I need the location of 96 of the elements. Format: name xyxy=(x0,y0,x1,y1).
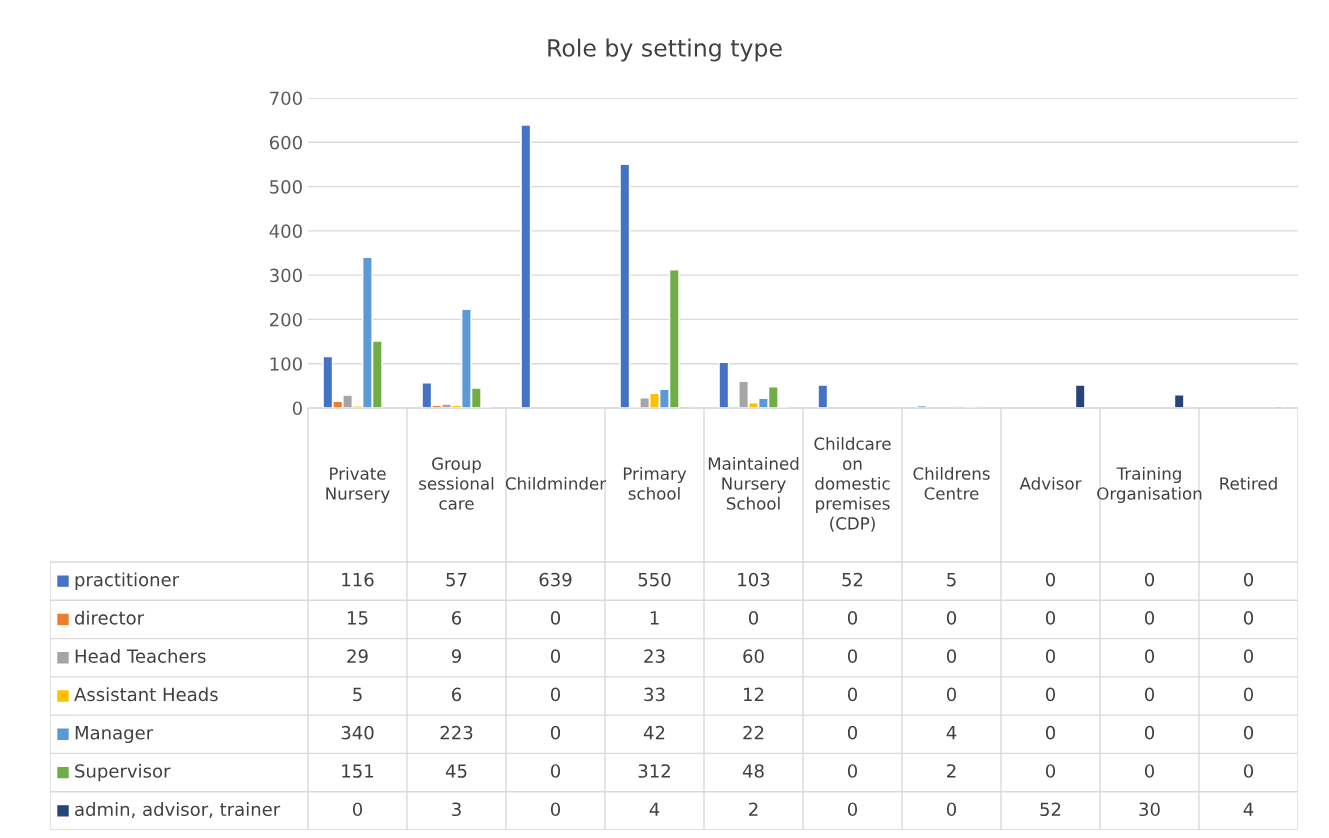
data-label: 57 xyxy=(446,572,467,587)
chart-title: Role by setting type xyxy=(548,38,782,62)
data-label: 48 xyxy=(742,764,764,778)
data-label: 639 xyxy=(539,572,572,587)
data-label: 1 xyxy=(650,611,659,625)
data-label: 0 xyxy=(1045,687,1056,702)
data-label: 0 xyxy=(847,687,858,702)
x-tick-label: Childminder xyxy=(505,476,607,490)
data-label: 0 xyxy=(748,611,759,625)
data-label: 4 xyxy=(946,726,957,740)
data-label: 223 xyxy=(440,725,473,740)
data-label: 3 xyxy=(452,802,461,817)
data-label: 0 xyxy=(352,802,363,817)
y-tick-label: 700 xyxy=(270,91,302,106)
x-tick-label: Advisor xyxy=(1019,476,1082,490)
data-label: 52 xyxy=(1040,802,1061,817)
data-label: 2 xyxy=(749,802,758,816)
x-tick-label: Childrens Centre xyxy=(913,466,990,500)
data-label: 0 xyxy=(946,802,957,817)
data-label: 0 xyxy=(847,802,858,817)
y-tick-label: 100 xyxy=(270,357,302,371)
data-label: 60 xyxy=(743,649,764,663)
data-label: 0 xyxy=(946,649,957,663)
x-tick-label: Maintained Nursery School xyxy=(708,457,799,510)
data-label: 0 xyxy=(1243,764,1254,778)
data-label: 4 xyxy=(649,802,660,816)
data-label: 33 xyxy=(644,687,665,702)
legend-label: Supervisor xyxy=(75,763,171,782)
legend-label: Manager xyxy=(75,726,154,744)
data-label: 0 xyxy=(847,611,858,625)
data-label: 0 xyxy=(1144,687,1155,702)
data-label: 0 xyxy=(1144,764,1155,778)
x-tick-label: Training Organisation xyxy=(1097,466,1202,504)
legend-label: admin, advisor, trainer xyxy=(75,802,281,818)
data-label: 23 xyxy=(644,649,665,663)
data-label: 5 xyxy=(947,572,956,587)
data-label: 0 xyxy=(1045,611,1056,625)
data-label: 0 xyxy=(847,649,858,663)
data-label: 340 xyxy=(341,725,374,740)
data-label: 45 xyxy=(445,764,467,778)
data-label: 103 xyxy=(738,572,770,587)
data-label: 5 xyxy=(353,687,362,702)
data-label: 0 xyxy=(550,764,561,778)
data-label: 0 xyxy=(1045,725,1056,740)
data-label: 0 xyxy=(1144,725,1155,740)
data-label: 116 xyxy=(342,572,374,587)
data-label: 6 xyxy=(452,687,462,702)
data-label: 312 xyxy=(638,764,670,778)
data-label: 29 xyxy=(347,649,368,663)
data-label: 0 xyxy=(1243,611,1254,625)
x-tick-label: Primary school xyxy=(623,466,687,500)
data-label: 0 xyxy=(1144,649,1155,663)
data-label: 0 xyxy=(1243,687,1254,702)
data-label: 0 xyxy=(847,764,858,778)
x-tick-label: Private Nursery xyxy=(326,466,390,504)
x-tick-label: Retired xyxy=(1220,476,1277,490)
data-label: 0 xyxy=(1144,611,1155,625)
data-label: 15 xyxy=(348,611,368,625)
data-label: 9 xyxy=(451,649,461,663)
y-tick-label: 200 xyxy=(270,312,302,327)
data-label: 4 xyxy=(1243,802,1254,816)
data-label: 0 xyxy=(550,725,561,740)
y-tick-label: 600 xyxy=(269,135,302,150)
legend-label: director xyxy=(75,610,145,625)
data-label: 0 xyxy=(1045,649,1056,663)
y-tick-label: 300 xyxy=(270,268,302,283)
y-tick-label: 400 xyxy=(269,224,302,238)
legend-label: Head Teachers xyxy=(75,648,206,663)
x-tick-label: Group sessional care xyxy=(419,457,494,510)
data-label: 0 xyxy=(1045,572,1056,587)
data-label: 151 xyxy=(342,764,374,778)
data-label: 0 xyxy=(1045,764,1056,778)
data-label: 2 xyxy=(947,764,956,778)
x-tick-label: Childcare on domestic premises (CDP) xyxy=(814,437,891,532)
data-label: 22 xyxy=(743,725,764,740)
data-label: 0 xyxy=(550,611,561,625)
data-label: 30 xyxy=(1139,802,1160,817)
y-tick-label: 0 xyxy=(292,401,302,416)
data-label: 0 xyxy=(1243,649,1254,663)
data-label: 0 xyxy=(946,611,957,625)
data-label: 0 xyxy=(550,649,561,663)
data-label: 550 xyxy=(638,572,671,587)
data-label: 12 xyxy=(744,687,764,701)
data-label: 0 xyxy=(550,802,561,817)
data-label: 0 xyxy=(1243,572,1254,587)
data-label: 6 xyxy=(452,611,462,625)
legend-label: practitioner xyxy=(75,572,180,590)
data-label: 0 xyxy=(1144,572,1155,587)
data-label: 52 xyxy=(842,572,863,587)
data-label: 0 xyxy=(550,687,561,702)
data-label: 0 xyxy=(946,687,957,702)
y-tick-label: 500 xyxy=(270,180,302,194)
data-label: 42 xyxy=(643,725,665,740)
data-label: 0 xyxy=(847,725,858,740)
data-label: 0 xyxy=(1243,725,1254,740)
legend-label: Assistant Heads xyxy=(74,687,218,702)
